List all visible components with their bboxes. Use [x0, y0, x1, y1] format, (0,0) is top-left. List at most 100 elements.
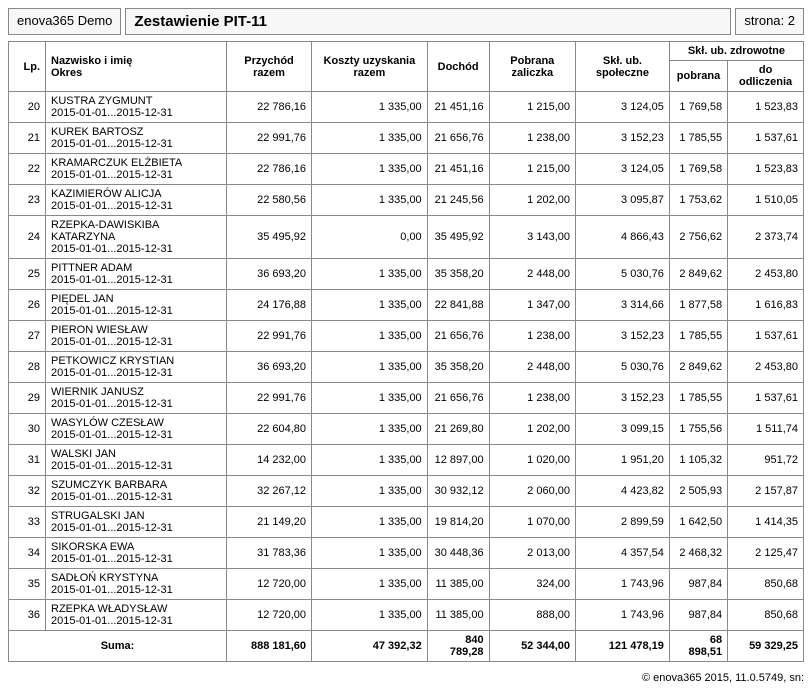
employee-name: WASYLÓW CZESŁAW [51, 417, 221, 429]
cell-zdr-pob: 1 105,32 [669, 445, 727, 476]
cell-spoleczne: 1 743,96 [576, 569, 670, 600]
cell-lp: 20 [9, 92, 46, 123]
cell-zdr-odl: 850,68 [728, 600, 804, 631]
table-row: 28PETKOWICZ KRYSTIAN2015-01-01...2015-12… [9, 352, 804, 383]
employee-name: KUSTRA ZYGMUNT [51, 95, 221, 107]
col-zdrowotne: Skł. ub. zdrowotne [669, 42, 803, 61]
col-zaliczka: Pobrana zaliczka [489, 42, 575, 92]
cell-lp: 26 [9, 290, 46, 321]
cell-lp: 34 [9, 538, 46, 569]
cell-zaliczka: 1 070,00 [489, 507, 575, 538]
cell-przychod: 22 604,80 [227, 414, 312, 445]
cell-dochod: 35 358,20 [427, 352, 489, 383]
cell-zaliczka: 1 347,00 [489, 290, 575, 321]
cell-dochod: 21 656,76 [427, 123, 489, 154]
cell-name: SIKORSKA EWA2015-01-01...2015-12-31 [46, 538, 227, 569]
sum-zaliczka: 52 344,00 [489, 631, 575, 662]
cell-koszty: 0,00 [312, 216, 428, 259]
cell-przychod: 24 176,88 [227, 290, 312, 321]
cell-koszty: 1 335,00 [312, 290, 428, 321]
cell-name: WASYLÓW CZESŁAW2015-01-01...2015-12-31 [46, 414, 227, 445]
cell-dochod: 21 451,16 [427, 154, 489, 185]
cell-spoleczne: 2 899,59 [576, 507, 670, 538]
cell-przychod: 22 786,16 [227, 154, 312, 185]
cell-dochod: 30 448,36 [427, 538, 489, 569]
employee-name: PETKOWICZ KRYSTIAN [51, 355, 221, 367]
cell-dochod: 21 245,56 [427, 185, 489, 216]
cell-zdr-pob: 1 785,55 [669, 321, 727, 352]
employee-name: WALSKI JAN [51, 448, 221, 460]
cell-lp: 32 [9, 476, 46, 507]
cell-koszty: 1 335,00 [312, 154, 428, 185]
employee-period: 2015-01-01...2015-12-31 [51, 615, 221, 627]
employee-name: SIKORSKA EWA [51, 541, 221, 553]
cell-koszty: 1 335,00 [312, 123, 428, 154]
cell-zdr-pob: 1 753,62 [669, 185, 727, 216]
employee-name: WIERNIK JANUSZ [51, 386, 221, 398]
cell-zaliczka: 1 215,00 [489, 154, 575, 185]
cell-lp: 23 [9, 185, 46, 216]
cell-dochod: 35 495,92 [427, 216, 489, 259]
cell-spoleczne: 4 866,43 [576, 216, 670, 259]
app-name: enova365 Demo [8, 8, 121, 35]
cell-lp: 31 [9, 445, 46, 476]
employee-period: 2015-01-01...2015-12-31 [51, 305, 221, 317]
employee-name: SADŁOŃ KRYSTYNA [51, 572, 221, 584]
cell-przychod: 21 149,20 [227, 507, 312, 538]
sum-przychod: 888 181,60 [227, 631, 312, 662]
cell-zaliczka: 1 202,00 [489, 414, 575, 445]
cell-zdr-pob: 1 642,50 [669, 507, 727, 538]
employee-name: PIĘDEL JAN [51, 293, 221, 305]
table-row: 30WASYLÓW CZESŁAW2015-01-01...2015-12-31… [9, 414, 804, 445]
cell-zdr-pob: 987,84 [669, 569, 727, 600]
cell-zdr-pob: 2 468,32 [669, 538, 727, 569]
employee-period: 2015-01-01...2015-12-31 [51, 336, 221, 348]
cell-name: SZUMCZYK BARBARA2015-01-01...2015-12-31 [46, 476, 227, 507]
employee-name: RZEPKA-DAWISKIBA KATARZYNA [51, 219, 221, 243]
cell-zaliczka: 1 202,00 [489, 185, 575, 216]
cell-zdr-odl: 1 510,05 [728, 185, 804, 216]
cell-spoleczne: 1 743,96 [576, 600, 670, 631]
cell-dochod: 21 451,16 [427, 92, 489, 123]
cell-zdr-odl: 2 453,80 [728, 259, 804, 290]
cell-koszty: 1 335,00 [312, 321, 428, 352]
employee-period: 2015-01-01...2015-12-31 [51, 243, 221, 255]
col-koszty: Koszty uzyskania razem [312, 42, 428, 92]
cell-koszty: 1 335,00 [312, 445, 428, 476]
employee-name: STRUGALSKI JAN [51, 510, 221, 522]
cell-przychod: 36 693,20 [227, 259, 312, 290]
cell-zdr-pob: 2 756,62 [669, 216, 727, 259]
cell-przychod: 22 991,76 [227, 123, 312, 154]
employee-period: 2015-01-01...2015-12-31 [51, 138, 221, 150]
employee-period: 2015-01-01...2015-12-31 [51, 107, 221, 119]
cell-zdr-pob: 1 785,55 [669, 383, 727, 414]
cell-zdr-odl: 1 511,74 [728, 414, 804, 445]
table-row: 25PITTNER ADAM2015-01-01...2015-12-3136 … [9, 259, 804, 290]
cell-zdr-pob: 1 877,58 [669, 290, 727, 321]
employee-period: 2015-01-01...2015-12-31 [51, 367, 221, 379]
cell-lp: 35 [9, 569, 46, 600]
sum-row: Suma:888 181,6047 392,32840 789,2852 344… [9, 631, 804, 662]
cell-zdr-pob: 1 769,58 [669, 154, 727, 185]
cell-przychod: 12 720,00 [227, 569, 312, 600]
cell-zaliczka: 1 215,00 [489, 92, 575, 123]
cell-spoleczne: 3 152,23 [576, 321, 670, 352]
cell-zdr-odl: 951,72 [728, 445, 804, 476]
cell-spoleczne: 5 030,76 [576, 352, 670, 383]
page-number: strona: 2 [735, 8, 804, 35]
cell-lp: 24 [9, 216, 46, 259]
employee-period: 2015-01-01...2015-12-31 [51, 398, 221, 410]
cell-zdr-odl: 2 157,87 [728, 476, 804, 507]
employee-period: 2015-01-01...2015-12-31 [51, 429, 221, 441]
cell-lp: 27 [9, 321, 46, 352]
employee-period: 2015-01-01...2015-12-31 [51, 584, 221, 596]
cell-zaliczka: 324,00 [489, 569, 575, 600]
employee-period: 2015-01-01...2015-12-31 [51, 460, 221, 472]
employee-name: RZEPKA WŁADYSŁAW [51, 603, 221, 615]
cell-koszty: 1 335,00 [312, 476, 428, 507]
table-row: 29WIERNIK JANUSZ2015-01-01...2015-12-312… [9, 383, 804, 414]
cell-zdr-odl: 1 537,61 [728, 123, 804, 154]
cell-zdr-pob: 2 849,62 [669, 259, 727, 290]
cell-zdr-odl: 2 453,80 [728, 352, 804, 383]
employee-period: 2015-01-01...2015-12-31 [51, 522, 221, 534]
